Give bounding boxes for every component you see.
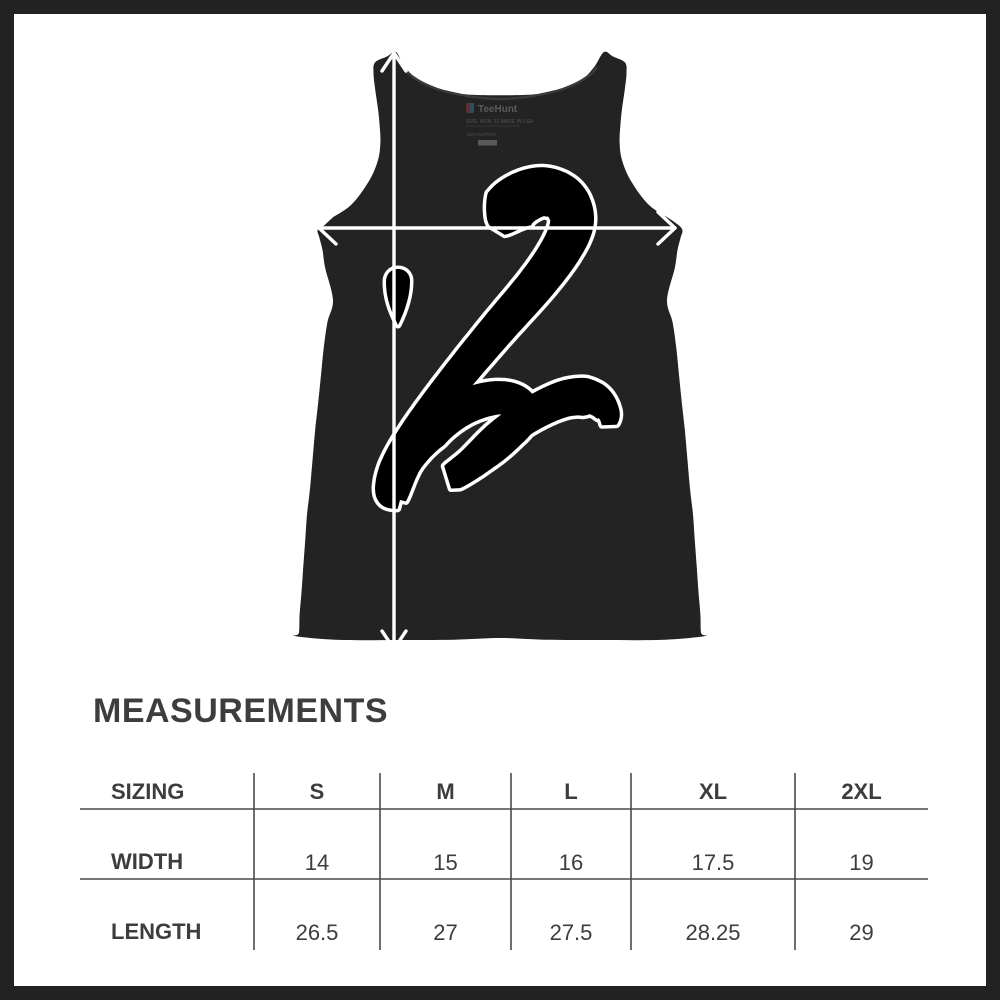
svg-text:XL: XL bbox=[699, 779, 727, 804]
svg-text:TeeHunt: TeeHunt bbox=[478, 104, 518, 115]
svg-text:WIDTH: WIDTH bbox=[111, 849, 183, 874]
svg-text:27: 27 bbox=[433, 920, 457, 945]
svg-text:28.25: 28.25 bbox=[685, 920, 740, 945]
svg-text:100% COTTON: 100% COTTON bbox=[466, 132, 495, 137]
svg-text:16: 16 bbox=[559, 850, 583, 875]
svg-text:S: S bbox=[310, 779, 325, 804]
svg-text:SIZING: SIZING bbox=[111, 779, 184, 804]
svg-text:2XL: 2XL bbox=[841, 779, 881, 804]
svg-text:15: 15 bbox=[433, 850, 457, 875]
svg-text:L: L bbox=[564, 779, 577, 804]
svg-text:19: 19 bbox=[849, 850, 873, 875]
svg-text:MEASUREMENTS: MEASUREMENTS bbox=[93, 692, 388, 730]
svg-text:17.5: 17.5 bbox=[692, 850, 735, 875]
svg-text:14: 14 bbox=[305, 850, 329, 875]
svg-text:29: 29 bbox=[849, 920, 873, 945]
svg-text:26.5: 26.5 bbox=[296, 920, 339, 945]
svg-text:LENGTH: LENGTH bbox=[111, 919, 201, 944]
svg-text:SIZE: M/UK 12 MADE IN USA: SIZE: M/UK 12 MADE IN USA bbox=[466, 119, 534, 125]
svg-text:M: M bbox=[436, 779, 454, 804]
svg-text:27.5: 27.5 bbox=[550, 920, 593, 945]
